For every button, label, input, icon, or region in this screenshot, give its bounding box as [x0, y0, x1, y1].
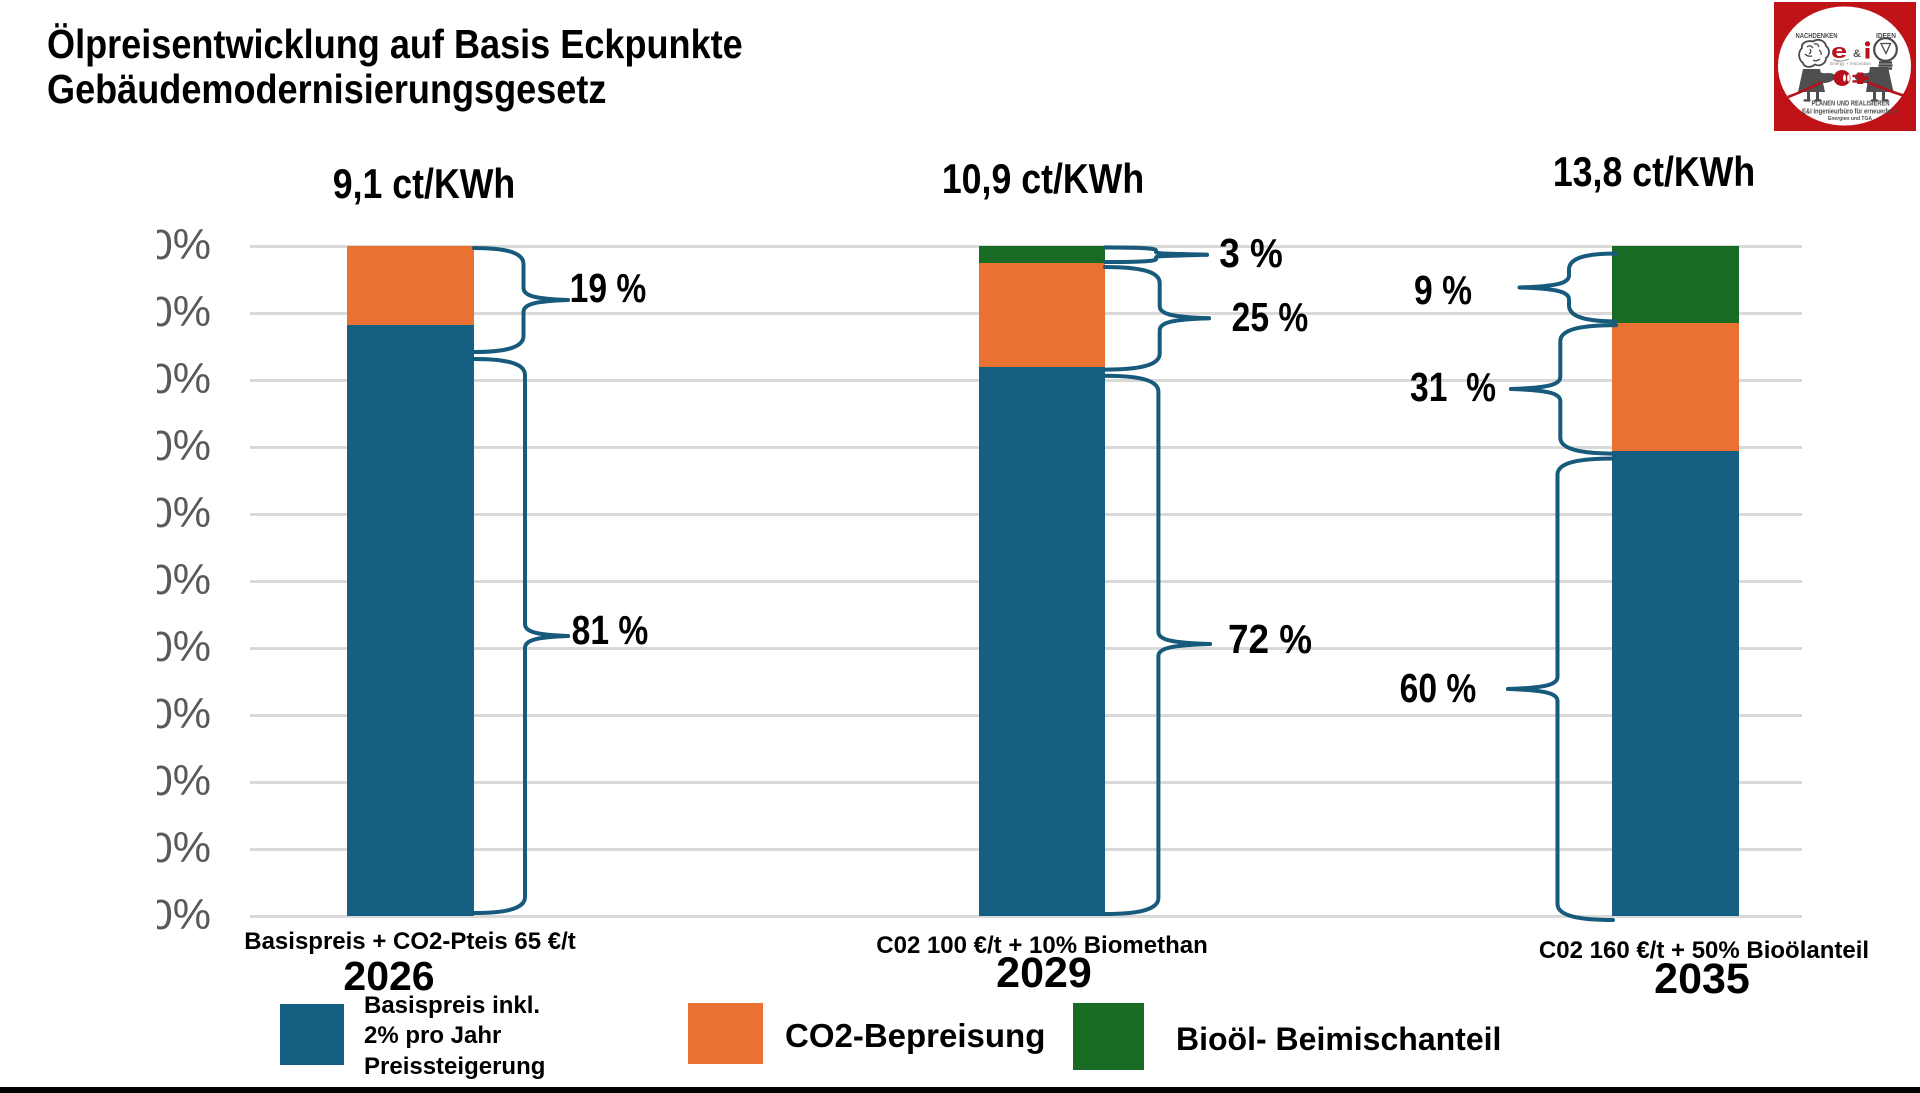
svg-text:Energien und TGA: Energien und TGA	[1828, 116, 1873, 122]
svg-text:Energy + Innovation: Energy + Innovation	[1830, 61, 1871, 67]
svg-text:E&I Ingenieurbüro für erneuerb: E&I Ingenieurbüro für erneuerbare	[1802, 107, 1898, 116]
svg-text:NACHDENKEN: NACHDENKEN	[1796, 33, 1838, 40]
svg-text:e: e	[1831, 40, 1847, 62]
svg-text:IDEEN: IDEEN	[1876, 33, 1896, 40]
svg-text:PLANEN UND REALISIEREN: PLANEN UND REALISIEREN	[1812, 101, 1890, 108]
svg-text:&: &	[1853, 48, 1861, 60]
